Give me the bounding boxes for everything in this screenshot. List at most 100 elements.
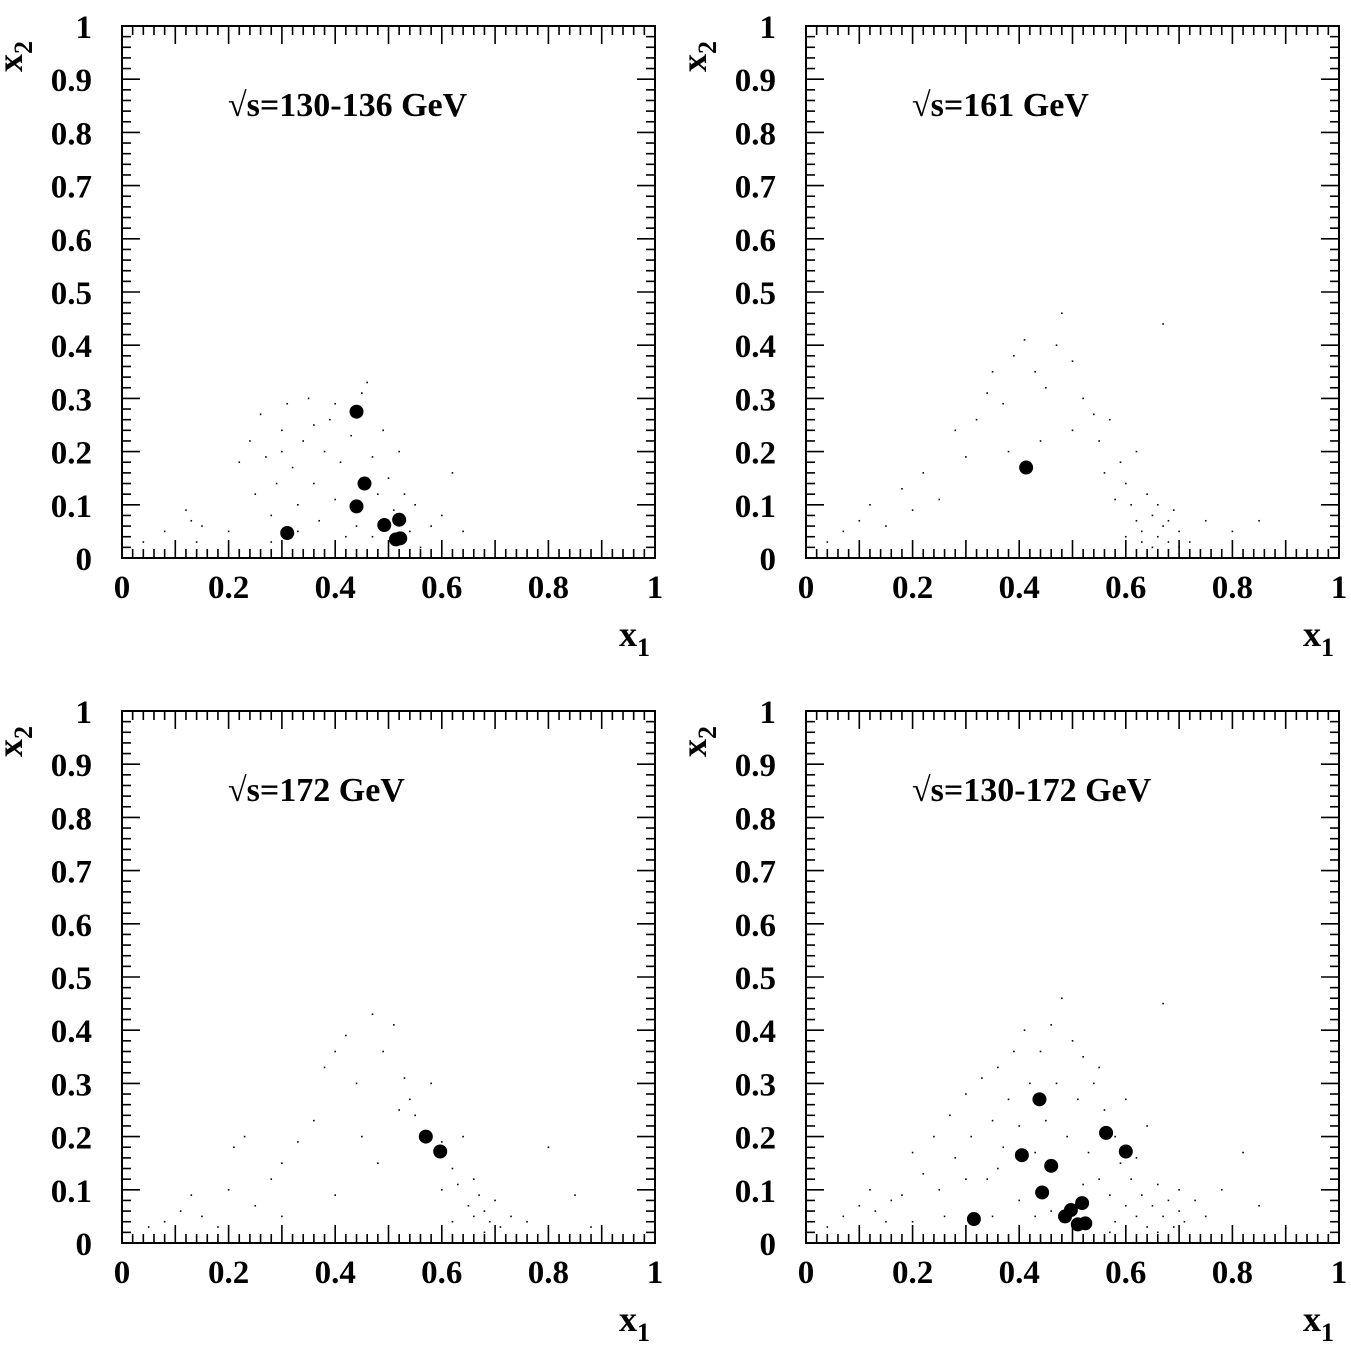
- small-dot-point: [1071, 360, 1074, 362]
- small-dot-point: [254, 493, 257, 495]
- small-dot-point: [441, 1141, 443, 1143]
- y-tick-label: 0.7: [51, 170, 92, 206]
- small-dot-point: [1220, 1189, 1223, 1191]
- large-dot-point: [280, 525, 295, 540]
- data-points: [826, 997, 1260, 1234]
- small-dot-point: [494, 1199, 496, 1202]
- small-dot-point: [329, 418, 331, 421]
- large-dot-point: [357, 476, 372, 491]
- small-dot-point: [1135, 1215, 1138, 1218]
- y-tick-label: 0.9: [735, 63, 776, 99]
- y-axis-label-main: x: [0, 739, 30, 757]
- small-dot-point: [826, 541, 829, 543]
- small-dot-point: [1114, 1135, 1116, 1138]
- y-tick-label: 0.6: [51, 223, 92, 259]
- large-dot-point: [349, 499, 364, 514]
- small-dot-point: [885, 525, 887, 527]
- small-dot-point: [526, 1220, 528, 1223]
- axis-ticks: [121, 25, 656, 559]
- small-dot-point: [547, 1146, 550, 1149]
- scatter-panel-3: 0 0.2 0.4 0.6 0.8 1 0 0.1 0.2 0.3 0.4 0.5 0.6 0.7 0.8 0…: [0, 695, 663, 1346]
- large-dot-point: [1019, 460, 1034, 475]
- small-dot-point: [345, 535, 347, 538]
- small-dot-point: [1050, 1210, 1052, 1212]
- y-axis-label-main: x: [674, 54, 714, 72]
- small-dot-point: [488, 1220, 491, 1223]
- small-dot-point: [334, 402, 336, 405]
- small-dot-point: [1018, 1199, 1020, 1202]
- small-dot-point: [1119, 461, 1122, 464]
- small-dot-point: [179, 1210, 182, 1212]
- small-dot-point: [409, 1098, 411, 1101]
- y-tick-label: 0.5: [51, 276, 92, 312]
- small-dot-point: [371, 535, 374, 538]
- small-dot-point: [975, 418, 978, 421]
- small-dot-point: [1146, 493, 1148, 495]
- small-dot-point: [1125, 482, 1127, 485]
- x-tick-label: 0: [114, 1255, 131, 1291]
- small-dot-point: [1172, 509, 1175, 511]
- small-dot-point: [997, 1066, 999, 1069]
- small-dot-point: [1039, 440, 1042, 442]
- small-dot-point: [414, 1114, 416, 1117]
- small-dot-point: [869, 504, 871, 506]
- small-dot-point: [1045, 1119, 1047, 1122]
- small-dot-point: [1098, 1178, 1100, 1180]
- small-dot-point: [986, 392, 989, 394]
- small-dot-point: [270, 1178, 273, 1180]
- small-dot-point: [350, 434, 352, 437]
- x-axis-label-main: x: [619, 1299, 637, 1339]
- x-tick-label: 0.8: [1212, 570, 1253, 606]
- small-dot-point: [462, 530, 464, 533]
- small-dot-point: [911, 509, 914, 511]
- small-dot-point: [590, 1226, 592, 1228]
- y-tick-label: 0.2: [51, 1121, 92, 1157]
- small-dot-point: [398, 450, 400, 453]
- y-axis-label: x2: [0, 726, 38, 757]
- small-dot-point: [1151, 514, 1154, 517]
- small-dot-point: [1029, 1082, 1031, 1085]
- y-axis-label-main: x: [674, 739, 714, 757]
- y-tick-label: 0.6: [51, 908, 92, 944]
- x-tick-label: 0.8: [528, 1255, 569, 1291]
- panel-title: √s=130-172 GeV: [912, 772, 1152, 809]
- small-dot-point: [970, 1135, 973, 1138]
- small-dot-point: [361, 1135, 363, 1138]
- small-dot-point: [430, 1082, 432, 1085]
- small-dot-point: [1188, 541, 1191, 543]
- data-points: [142, 381, 464, 549]
- small-dot-point: [318, 519, 321, 522]
- small-dot-point: [259, 413, 262, 416]
- small-dot-point: [265, 456, 267, 458]
- y-axis-label-sub: 2: [9, 41, 38, 54]
- y-axis-label: x2: [674, 41, 722, 72]
- large-dot-point: [1099, 1125, 1114, 1140]
- small-dot-point: [1013, 1050, 1015, 1053]
- small-dot-point: [1082, 397, 1084, 400]
- small-dot-point: [1204, 1215, 1207, 1218]
- small-dot-point: [890, 1199, 893, 1202]
- small-dot-point: [1007, 450, 1010, 453]
- large-dot-point: [349, 404, 364, 419]
- y-tick-label: 1: [760, 695, 777, 731]
- small-dot-point: [451, 1167, 454, 1170]
- y-tick-label: 0.6: [735, 223, 776, 259]
- small-dot-point: [163, 1220, 166, 1223]
- y-tick-label: 0.1: [735, 1174, 776, 1210]
- small-dot-point: [451, 472, 454, 474]
- small-dot-point: [1178, 530, 1180, 533]
- small-dot-point: [1167, 541, 1170, 543]
- large-dot-point: [418, 1129, 433, 1144]
- small-dot-point: [451, 1220, 454, 1223]
- y-tick-label: 1: [76, 10, 93, 46]
- small-dot-point: [1146, 1226, 1148, 1228]
- small-dot-point: [313, 424, 315, 426]
- small-dot-point: [1103, 472, 1106, 474]
- small-dot-point: [190, 1194, 193, 1196]
- small-dot-point: [1066, 1135, 1068, 1138]
- small-dot-point: [1125, 1204, 1127, 1207]
- y-tick-label: 0.8: [51, 116, 92, 152]
- x-axis-label: x1: [619, 1299, 650, 1341]
